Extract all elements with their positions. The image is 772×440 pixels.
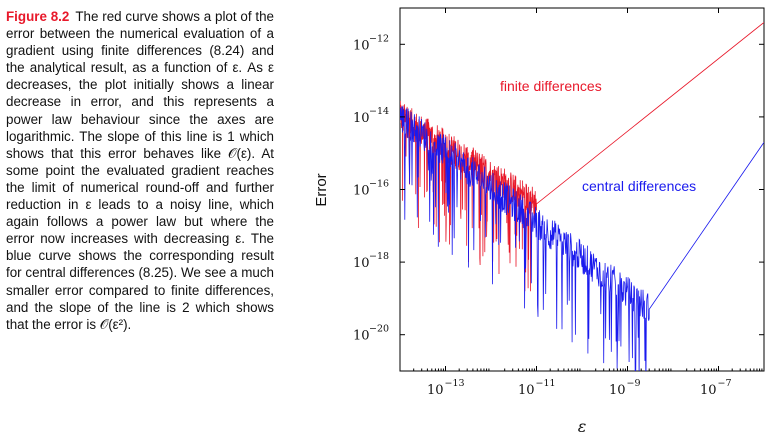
y-tick-label: 10 xyxy=(353,329,370,344)
y-tick-exponent: −20 xyxy=(369,324,389,335)
x-tick-label: 10 xyxy=(609,383,626,398)
y-tick-exponent: −14 xyxy=(369,106,389,117)
y-tick-label: 10 xyxy=(353,184,370,199)
central-differences-line xyxy=(400,106,764,371)
x-tick-label: 10 xyxy=(518,383,535,398)
x-tick-exponent: −7 xyxy=(718,378,732,389)
y-axis-label: Error xyxy=(313,173,330,206)
x-axis-label: ε xyxy=(578,417,587,436)
y-tick-label: 10 xyxy=(353,38,370,53)
plot-area xyxy=(400,22,764,371)
y-tick-exponent: −18 xyxy=(369,251,389,262)
x-tick-label: 10 xyxy=(700,383,717,398)
y-tick-exponent: −12 xyxy=(369,33,389,44)
x-tick-exponent: −13 xyxy=(445,378,465,389)
x-tick-exponent: −11 xyxy=(536,378,556,389)
figure-label: Figure 8.2 xyxy=(6,9,70,24)
x-tick-label: 10 xyxy=(427,383,444,398)
finite-differences-label: finite differences xyxy=(500,78,602,94)
y-tick-label: 10 xyxy=(353,111,370,126)
x-tick-exponent: −9 xyxy=(627,378,641,389)
figure-caption-text: The red curve shows a plot of the error … xyxy=(6,9,274,332)
central-differences-label: central differences xyxy=(582,178,696,194)
y-tick-label: 10 xyxy=(353,256,370,271)
y-tick-exponent: −16 xyxy=(369,179,389,190)
figure-caption: Figure 8.2 The red curve shows a plot of … xyxy=(6,8,274,333)
